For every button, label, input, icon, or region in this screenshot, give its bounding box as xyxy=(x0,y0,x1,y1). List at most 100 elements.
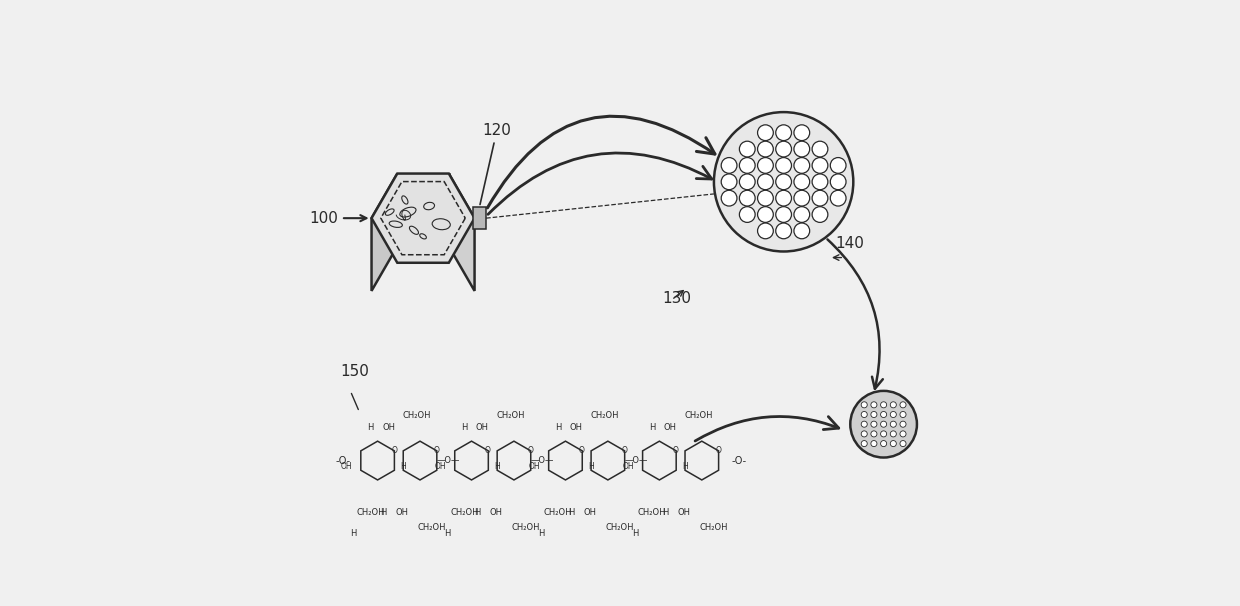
Text: H: H xyxy=(682,462,687,471)
Circle shape xyxy=(870,421,877,427)
Text: CH₂OH: CH₂OH xyxy=(606,523,634,531)
Text: CH₂OH: CH₂OH xyxy=(699,523,728,531)
Text: OH: OH xyxy=(663,423,677,431)
Circle shape xyxy=(776,174,791,190)
Circle shape xyxy=(776,125,791,141)
Text: CH₂OH: CH₂OH xyxy=(544,508,573,516)
Text: CH₂OH: CH₂OH xyxy=(403,411,432,419)
Circle shape xyxy=(900,402,906,408)
Text: OH: OH xyxy=(677,508,691,516)
Text: H: H xyxy=(461,423,467,431)
Circle shape xyxy=(880,402,887,408)
Circle shape xyxy=(758,223,774,239)
Text: OH: OH xyxy=(528,462,539,471)
Circle shape xyxy=(776,158,791,173)
Circle shape xyxy=(722,190,737,206)
Circle shape xyxy=(851,391,916,458)
Text: H: H xyxy=(568,508,574,516)
Circle shape xyxy=(862,421,867,427)
Text: OH: OH xyxy=(490,508,502,516)
Circle shape xyxy=(794,158,810,173)
Text: OH: OH xyxy=(434,462,446,471)
Text: O: O xyxy=(485,447,491,455)
Circle shape xyxy=(900,411,906,418)
Text: O: O xyxy=(621,447,627,455)
Text: CH₂OH: CH₂OH xyxy=(684,411,713,419)
Circle shape xyxy=(812,174,828,190)
Text: H: H xyxy=(350,529,357,538)
Circle shape xyxy=(900,421,906,427)
Circle shape xyxy=(831,190,846,206)
Text: H: H xyxy=(381,508,387,516)
Circle shape xyxy=(812,158,828,173)
Text: CH₂OH: CH₂OH xyxy=(356,508,384,516)
Circle shape xyxy=(880,441,887,447)
Circle shape xyxy=(794,141,810,157)
Circle shape xyxy=(890,402,897,408)
Circle shape xyxy=(794,174,810,190)
Text: H: H xyxy=(588,462,594,471)
Text: CH₂OH: CH₂OH xyxy=(512,523,541,531)
FancyArrowPatch shape xyxy=(489,153,712,215)
Circle shape xyxy=(739,207,755,222)
Circle shape xyxy=(739,174,755,190)
Text: OH: OH xyxy=(341,462,352,471)
Text: OH: OH xyxy=(382,423,396,431)
Text: H: H xyxy=(649,423,655,431)
Circle shape xyxy=(758,158,774,173)
Text: H: H xyxy=(538,529,544,538)
Text: O: O xyxy=(391,447,397,455)
Text: 150: 150 xyxy=(340,364,370,379)
Text: OH: OH xyxy=(622,462,634,471)
Text: O: O xyxy=(434,447,439,455)
Circle shape xyxy=(900,441,906,447)
Circle shape xyxy=(862,431,867,437)
Circle shape xyxy=(870,431,877,437)
Text: H: H xyxy=(632,529,639,538)
Circle shape xyxy=(880,431,887,437)
Polygon shape xyxy=(372,173,475,263)
Circle shape xyxy=(776,207,791,222)
Polygon shape xyxy=(372,173,397,291)
Text: CH₂OH: CH₂OH xyxy=(497,411,526,419)
Text: CH₂OH: CH₂OH xyxy=(590,411,619,419)
Circle shape xyxy=(758,174,774,190)
Text: OH: OH xyxy=(396,508,408,516)
Circle shape xyxy=(831,174,846,190)
FancyArrowPatch shape xyxy=(487,116,715,208)
Circle shape xyxy=(890,411,897,418)
Circle shape xyxy=(812,190,828,206)
Text: OH: OH xyxy=(570,423,583,431)
Text: H: H xyxy=(475,508,481,516)
Text: 140: 140 xyxy=(835,236,864,251)
Circle shape xyxy=(739,190,755,206)
Polygon shape xyxy=(449,173,475,291)
Circle shape xyxy=(758,141,774,157)
Text: -O-: -O- xyxy=(336,456,351,465)
Circle shape xyxy=(758,207,774,222)
Circle shape xyxy=(812,141,828,157)
Circle shape xyxy=(870,411,877,418)
Text: —O—: —O— xyxy=(531,456,554,465)
Circle shape xyxy=(758,190,774,206)
Text: H: H xyxy=(494,462,500,471)
Text: 130: 130 xyxy=(662,291,692,306)
Circle shape xyxy=(890,441,897,447)
FancyArrowPatch shape xyxy=(696,416,838,441)
Circle shape xyxy=(890,431,897,437)
Text: H: H xyxy=(662,508,668,516)
Circle shape xyxy=(880,411,887,418)
Text: OH: OH xyxy=(583,508,596,516)
Circle shape xyxy=(900,431,906,437)
Circle shape xyxy=(831,158,846,173)
Circle shape xyxy=(890,421,897,427)
Text: O: O xyxy=(579,447,585,455)
Circle shape xyxy=(794,190,810,206)
Circle shape xyxy=(739,158,755,173)
Circle shape xyxy=(862,402,867,408)
Circle shape xyxy=(794,223,810,239)
Circle shape xyxy=(870,402,877,408)
Circle shape xyxy=(722,158,737,173)
Text: CH₂OH: CH₂OH xyxy=(450,508,479,516)
Text: H: H xyxy=(367,423,373,431)
